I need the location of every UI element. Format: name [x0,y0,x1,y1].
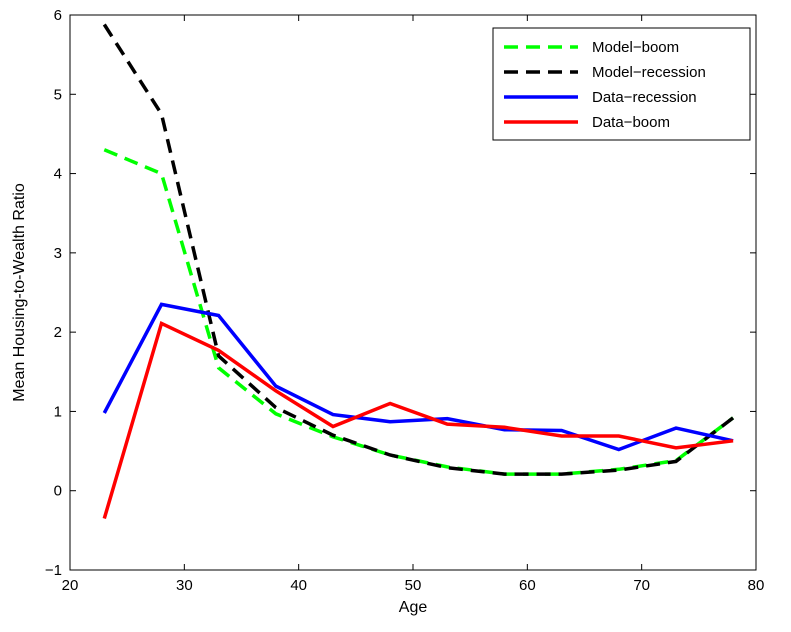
x-tick-label: 30 [176,577,193,594]
legend-label: Data−boom [592,114,670,131]
x-tick-label: 40 [290,577,307,594]
y-tick-label: 3 [54,245,62,262]
series-line-3 [102,302,734,452]
series-line-4 [102,320,734,519]
x-axis-label: Age [399,599,428,616]
y-tick-label: 4 [54,166,62,183]
y-tick-label: 2 [54,324,62,341]
legend-label: Model−boom [592,39,679,56]
x-tick-label: 20 [62,577,79,594]
y-tick-label: −1 [45,562,62,579]
legend-label: Model−recession [592,64,706,81]
legend-label: Data−recession [592,89,697,106]
x-tick-label: 50 [405,577,422,594]
legend: Model−boom Model−recession Data−recession D… [492,27,751,141]
series-line-2 [102,23,735,476]
x-tick-label: 60 [519,577,536,594]
x-tick-label: 70 [633,577,650,594]
y-tick-label: 1 [54,403,62,420]
series-layer [102,23,735,519]
y-tick-label: 0 [54,483,62,500]
x-tick-label: 80 [748,577,765,594]
y-axis-label: Mean Housing-to-Wealth Ratio [11,183,28,402]
y-tick-label: 6 [54,7,62,24]
tick-layer: 20 30 40 50 60 70 80 −1 0 1 2 3 4 5 6 [45,7,764,594]
y-tick-label: 5 [54,86,62,103]
